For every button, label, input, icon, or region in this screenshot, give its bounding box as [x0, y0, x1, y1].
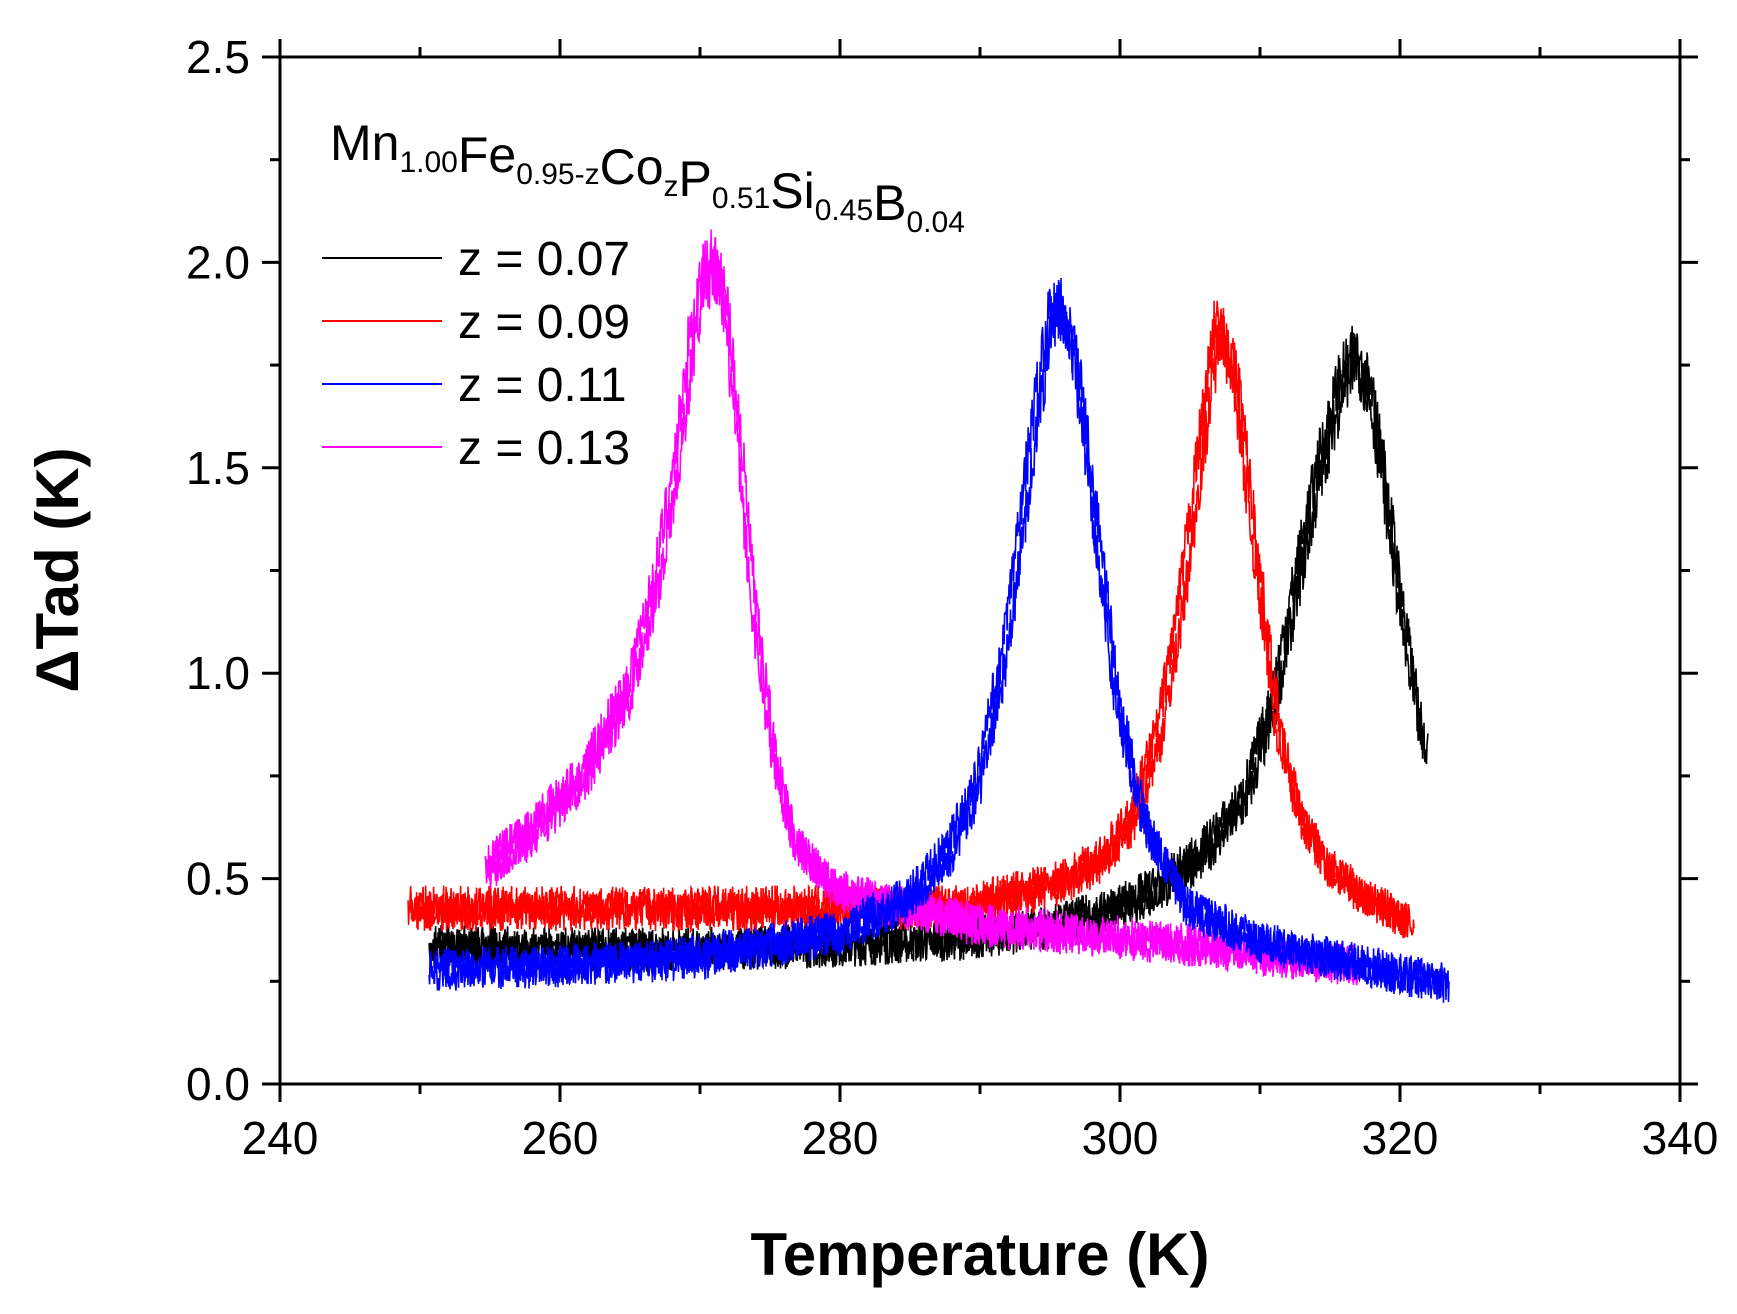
y-tick-label: 0.5	[186, 853, 250, 905]
x-tick-label: 320	[1362, 1112, 1439, 1164]
y-tick-label: 2.0	[186, 236, 250, 288]
formula-subscript: 0.51	[712, 182, 770, 215]
legend-label: z = 0.11	[458, 359, 627, 412]
axis-ticks	[262, 39, 1698, 1102]
y-tick-label: 1.0	[186, 647, 250, 699]
legend: z = 0.07 z = 0.09 z = 0.11 z = 0.13	[322, 233, 630, 475]
x-tick-label: 300	[1082, 1112, 1159, 1164]
axis-tick-labels: 240 260 280 300 320 340 0.0 0.5 1.0 1.5 2.0 2.5	[186, 31, 1718, 1164]
formula-element: Co	[600, 139, 664, 195]
x-tick-label: 280	[802, 1112, 879, 1164]
series-line-011	[428, 279, 1445, 995]
formula-element: Si	[770, 163, 814, 219]
legend-label: z = 0.13	[458, 422, 630, 475]
y-tick-label: 2.5	[186, 31, 250, 83]
formula-subscript: 1.00	[399, 146, 457, 179]
x-tick-label: 340	[1642, 1112, 1719, 1164]
y-axis-title: ΔTad (K)	[24, 447, 91, 692]
formula-subscript: 0.04	[907, 206, 965, 239]
plot-series	[407, 229, 1450, 1003]
formula-element: B	[873, 175, 906, 231]
legend-label: z = 0.09	[458, 296, 630, 349]
legend-label: z = 0.07	[458, 233, 630, 286]
formula-subscript: 0.45	[815, 194, 873, 227]
composition-annotation: Mn1.00Fe0.95-zCozP0.51Si0.45B0.04	[330, 115, 965, 239]
y-tick-label: 1.5	[186, 442, 250, 494]
formula-element: Fe	[458, 127, 516, 183]
series-line-007	[428, 325, 1424, 966]
formula-element: P	[679, 151, 712, 207]
x-tick-label: 260	[522, 1112, 599, 1164]
y-tick-label: 0.0	[186, 1058, 250, 1110]
x-axis-title: Temperature (K)	[751, 1221, 1210, 1288]
formula-element: Mn	[330, 115, 399, 171]
x-tick-label: 240	[242, 1112, 319, 1164]
formula-subscript: z	[664, 170, 679, 203]
formula-subscript: 0.95-z	[516, 158, 599, 191]
